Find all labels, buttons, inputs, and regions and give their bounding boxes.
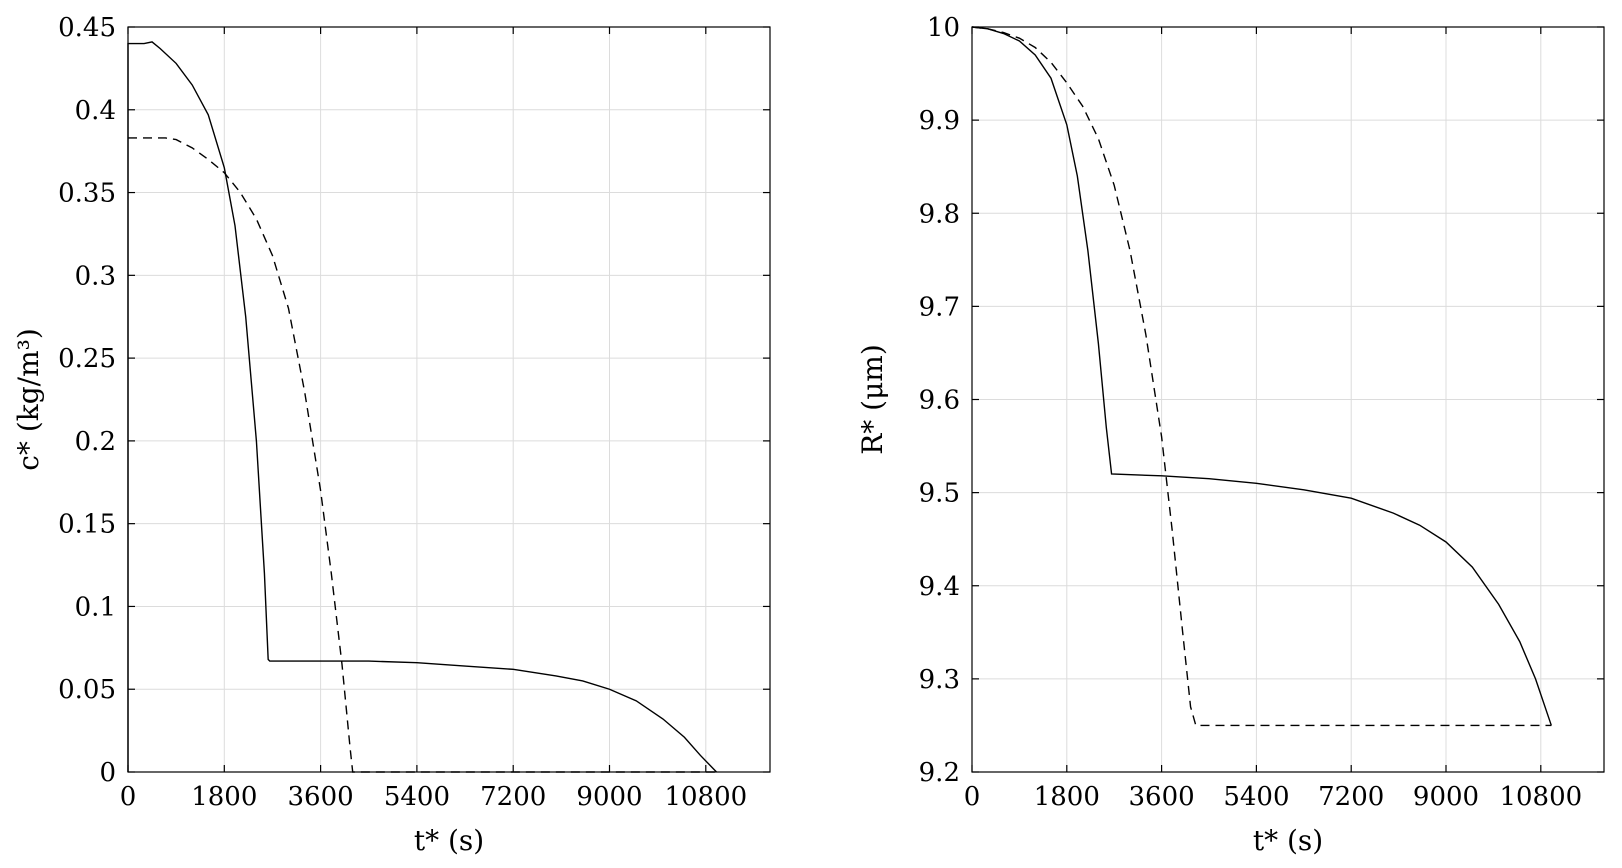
r-x-axis-label: t* (s) [1253, 824, 1323, 857]
r-y-tick-label-6: 9.8 [919, 199, 960, 229]
r-x-tick-label-6: 10800 [1499, 782, 1582, 812]
r-y-tick-label-7: 9.9 [919, 106, 960, 136]
r-series-solid-line [971, 26, 1552, 726]
r-x-tick-label-5: 9000 [1413, 782, 1479, 812]
c-x-tick-label-2: 3600 [288, 782, 354, 812]
c-x-tick-label-5: 9000 [576, 782, 642, 812]
r-x-tick-label-1: 1800 [1034, 782, 1100, 812]
c-x-tick-label-4: 7200 [480, 782, 546, 812]
r-series-dashed-line [971, 26, 1552, 727]
r-y-tick-label-4: 9.6 [919, 386, 960, 416]
r-y-tick-label-1: 9.3 [919, 665, 960, 695]
c-x-tick-label-0: 0 [120, 782, 137, 812]
r-y-tick-label-2: 9.4 [919, 572, 960, 602]
c-y-tick-label-2: 0.1 [75, 592, 116, 622]
r-y-tick-label-8: 10 [927, 13, 960, 43]
r-x-tick-label-2: 3600 [1129, 782, 1195, 812]
c-y-tick-label-4: 0.2 [75, 427, 116, 457]
r-x-tick-label-4: 7200 [1318, 782, 1384, 812]
r-y-tick-label-0: 9.2 [919, 758, 960, 788]
c-x-tick-label-1: 1800 [191, 782, 257, 812]
r-y-axis-label: R* (μm) [856, 344, 889, 455]
r-y-tick-label-3: 9.5 [919, 479, 960, 509]
radius-panel: 0 1800 3600 5400 7200 9000 10800 9.2 9.3 9.4 9.5 9.… [856, 13, 1605, 857]
c-y-axis-label: c* (kg/m³) [12, 328, 45, 471]
c-y-tick-label-1: 0.05 [58, 675, 116, 705]
r-y-tick-label-5: 9.7 [919, 292, 960, 322]
c-x-tick-label-6: 10800 [664, 782, 747, 812]
c-y-tick-label-7: 0.35 [58, 179, 116, 209]
c-x-axis-label: t* (s) [414, 824, 484, 857]
c-y-tick-label-3: 0.15 [58, 510, 116, 540]
c-y-tick-label-6: 0.3 [75, 261, 116, 291]
c-y-tick-label-5: 0.25 [58, 344, 116, 374]
c-y-tick-label-0: 0 [99, 758, 116, 788]
r-x-tick-label-3: 5400 [1223, 782, 1289, 812]
c-y-tick-label-9: 0.45 [58, 13, 116, 43]
c-x-tick-label-3: 5400 [384, 782, 450, 812]
concentration-panel: 0 1800 3600 5400 7200 9000 10800 0 0.05 0.1 0.15 0.… [12, 13, 771, 857]
r-axes-frame [971, 26, 1605, 773]
c-y-tick-label-8: 0.4 [75, 96, 116, 126]
c-series-solid-line [127, 41, 718, 773]
c-series-dashed-line [128, 137, 717, 773]
r-x-tick-label-0: 0 [964, 782, 981, 812]
